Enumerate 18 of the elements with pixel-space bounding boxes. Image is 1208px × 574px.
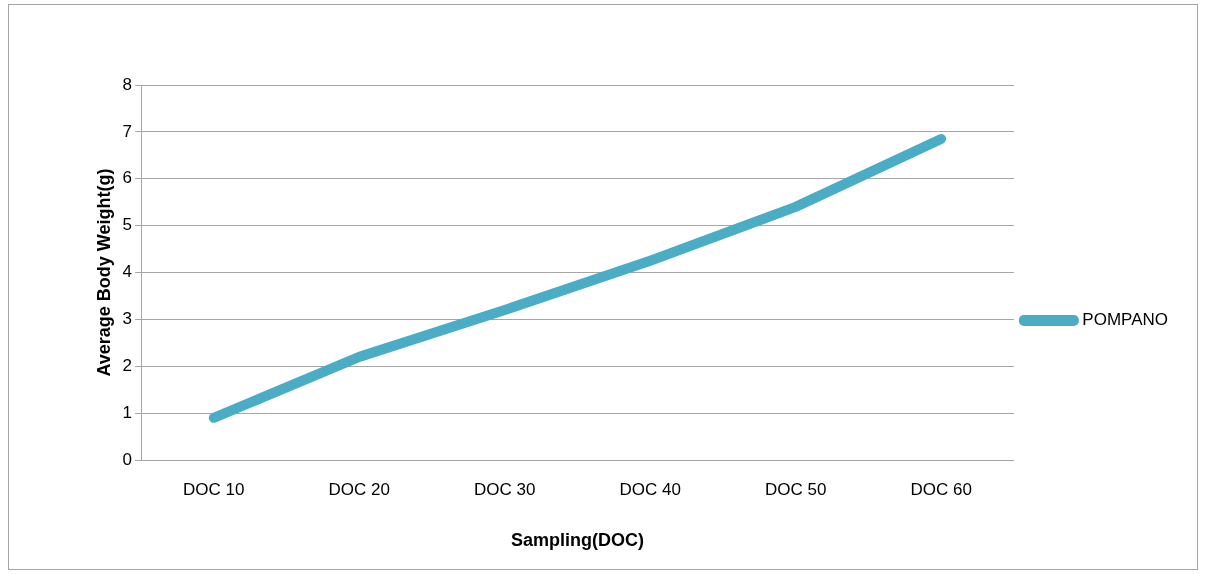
y-tick-label: 4	[122, 262, 133, 282]
x-tick-label: DOC 60	[910, 479, 972, 499]
x-tick-label: DOC 40	[619, 479, 681, 499]
x-tick-label: DOC 10	[183, 479, 245, 499]
x-tick-label: DOC 20	[328, 479, 390, 499]
y-tick-label: 3	[122, 309, 133, 329]
y-tick-label: 7	[122, 121, 133, 141]
y-tick-label: 6	[122, 168, 133, 188]
x-tick-label: DOC 50	[764, 479, 827, 499]
y-tick-label: 0	[122, 449, 133, 469]
y-tick-label: 8	[122, 74, 133, 94]
x-tick-label: DOC 30	[474, 479, 536, 499]
y-tick-label: 2	[122, 355, 133, 375]
y-tick-label: 1	[122, 402, 133, 422]
x-axis-title: Sampling(DOC)	[510, 530, 644, 551]
y-axis-title: Average Body Weight(g)	[93, 168, 114, 377]
y-tick-label: 5	[122, 215, 133, 235]
legend-label: POMPANO	[1082, 310, 1168, 330]
